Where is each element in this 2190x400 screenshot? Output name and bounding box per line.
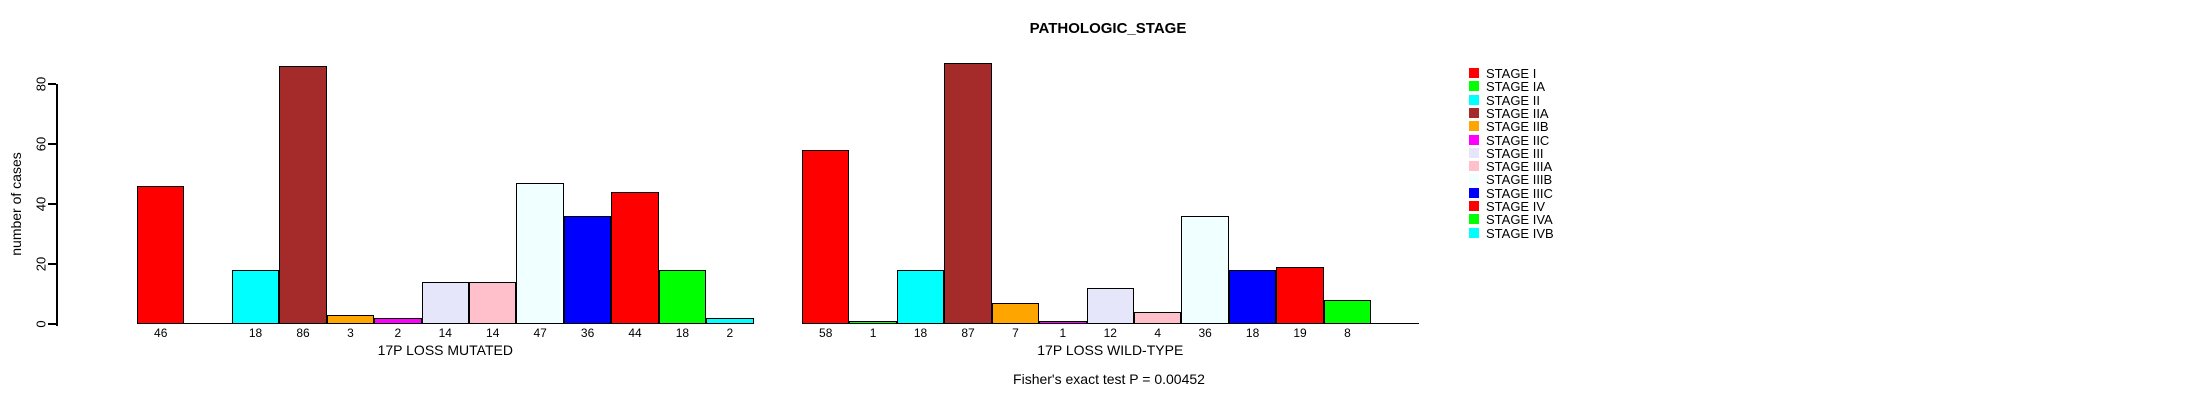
bar-value-label: 58 xyxy=(819,326,833,340)
bar-stage-iv xyxy=(1276,267,1324,324)
legend-label: STAGE III xyxy=(1486,145,1544,161)
y-tick-mark xyxy=(48,323,56,325)
bar-value-label: 44 xyxy=(628,326,642,340)
bar-stage-iic xyxy=(374,318,422,324)
bar-stage-iii xyxy=(1086,288,1134,324)
bar-value-label: 8 xyxy=(1344,326,1351,340)
legend-swatch-stage-iva xyxy=(1469,214,1479,225)
bar-stage-iiia xyxy=(469,282,517,324)
y-tick-label: 20 xyxy=(33,256,49,272)
bar-stage-iib xyxy=(991,303,1040,324)
bar-value-label: 1 xyxy=(1059,326,1067,340)
fisher-test-annotation: Fisher's exact test P = 0.00452 xyxy=(1013,371,1205,387)
bar-stage-i xyxy=(137,186,185,324)
bar-stage-iib xyxy=(326,315,375,324)
y-tick-mark xyxy=(48,143,56,145)
legend-label: STAGE IVA xyxy=(1486,212,1553,228)
y-axis-title: number of cases xyxy=(8,152,24,256)
bar-value-label: 87 xyxy=(961,326,975,340)
bar-value-label: 18 xyxy=(1245,326,1260,340)
legend-label: STAGE IIIA xyxy=(1486,159,1553,175)
bar-stage-iiib xyxy=(1181,216,1229,324)
y-tick-label: 40 xyxy=(33,196,49,212)
legend-swatch-stage-iib xyxy=(1469,121,1479,132)
bar-value-label: 36 xyxy=(1198,326,1212,340)
legend-swatch-stage-ia xyxy=(1469,81,1479,92)
legend-swatch-stage-iic xyxy=(1469,134,1479,145)
y-tick-label: 60 xyxy=(33,136,49,152)
bar-value-label: 2 xyxy=(726,326,734,340)
legend-label: STAGE IIA xyxy=(1486,105,1549,121)
legend-swatch-stage-iiib xyxy=(1469,174,1479,185)
bar-value-label: 86 xyxy=(296,326,310,340)
y-tick-label: 0 xyxy=(33,320,49,328)
bar-stage-ivb xyxy=(706,318,754,324)
legend-label: STAGE II xyxy=(1486,92,1540,108)
group-label: 17P LOSS WILD-TYPE xyxy=(1037,342,1184,358)
bar-value-label: 36 xyxy=(580,326,595,340)
bar-stage-i xyxy=(802,150,850,324)
bar-value-label: 2 xyxy=(394,326,402,340)
bar-stage-iia xyxy=(944,63,992,324)
legend-swatch-stage-ivb xyxy=(1469,227,1479,238)
bar-value-label: 18 xyxy=(913,326,928,340)
y-tick-mark xyxy=(48,203,56,205)
bar-stage-ii xyxy=(231,270,280,324)
legend-label: STAGE IIB xyxy=(1486,119,1549,135)
bar-stage-iva xyxy=(1323,300,1372,324)
bar-stage-iiib xyxy=(516,183,564,324)
y-tick-mark xyxy=(48,83,56,85)
bar-stage-ia xyxy=(849,321,897,324)
bar-value-label: 47 xyxy=(533,326,547,340)
legend-label: STAGE IA xyxy=(1486,79,1545,95)
chart-title: PATHOLOGIC_STAGE xyxy=(1029,20,1187,37)
legend-swatch-stage-ii xyxy=(1469,94,1479,105)
bar-stage-iva xyxy=(658,270,707,324)
y-axis-line xyxy=(56,84,58,326)
y-tick-label: 80 xyxy=(33,76,49,92)
bar-value-label: 7 xyxy=(1012,326,1019,340)
legend-swatch-stage-i xyxy=(1469,68,1479,78)
legend-label: STAGE IIC xyxy=(1486,132,1550,148)
bar-value-label: 14 xyxy=(486,326,500,340)
bar-value-label: 12 xyxy=(1103,326,1117,340)
bar-stage-iiia xyxy=(1134,312,1182,324)
legend-swatch-stage-iiic xyxy=(1469,187,1479,198)
bar-value-label: 4 xyxy=(1154,326,1162,340)
legend-label: STAGE I xyxy=(1486,66,1537,81)
bar-stage-iv xyxy=(611,192,659,324)
group-label: 17P LOSS MUTATED xyxy=(377,342,513,358)
bar-stage-iic xyxy=(1039,321,1087,324)
y-tick-mark xyxy=(48,263,56,265)
legend-swatch-stage-iii xyxy=(1469,147,1479,158)
legend-swatch-stage-iv xyxy=(1469,201,1479,211)
bar-value-label: 1 xyxy=(869,326,877,340)
legend-label: STAGE IIIC xyxy=(1486,185,1553,201)
bar-stage-iii xyxy=(421,282,469,324)
legend-label: STAGE IVB xyxy=(1486,225,1554,241)
legend-label: STAGE IV xyxy=(1486,199,1545,214)
legend-label: STAGE IIIB xyxy=(1486,172,1553,188)
legend-swatch-stage-iiia xyxy=(1469,161,1479,172)
bar-stage-iia xyxy=(279,66,327,324)
bar-stage-iiic xyxy=(1228,270,1277,324)
legend-swatch-stage-iia xyxy=(1469,107,1479,118)
bar-value-label: 14 xyxy=(438,326,452,340)
bar-stage-ii xyxy=(896,270,945,324)
bar-value-label: 18 xyxy=(248,326,263,340)
bar-value-label: 3 xyxy=(347,326,354,340)
bar-value-label: 18 xyxy=(675,326,690,340)
bar-stage-iiic xyxy=(563,216,612,324)
bar-value-label: 46 xyxy=(154,326,168,340)
bar-value-label: 19 xyxy=(1293,326,1307,340)
